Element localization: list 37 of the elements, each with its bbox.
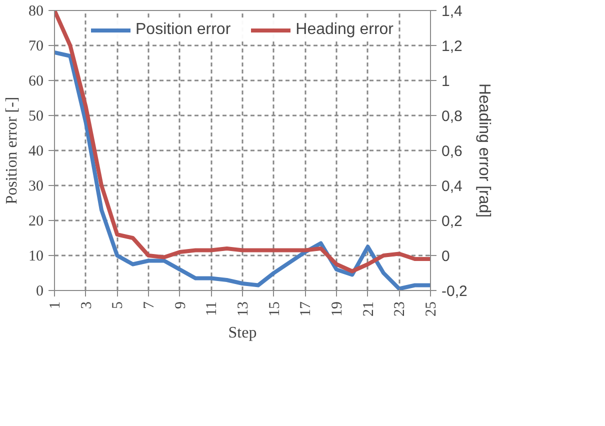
y-axis-title: Position error [-]	[4, 96, 20, 204]
y-tick-label: 60	[28, 74, 44, 90]
y2-tick-label: 0,4	[442, 178, 462, 195]
legend-label: Position error	[136, 21, 231, 39]
y2-tick-label: 1,4	[442, 3, 462, 20]
x-tick-label: 21	[360, 302, 377, 316]
x-tick-label: 17	[298, 301, 314, 316]
y2-axis-title: Heading error [rad]	[475, 83, 492, 218]
y2-tick-label: 0,6	[442, 143, 462, 160]
y-tick-label: 0	[36, 284, 44, 300]
y-tick-label: 10	[28, 248, 44, 264]
x-tick-label: 3	[78, 302, 95, 309]
y2-tick-label: 0,8	[442, 108, 462, 125]
y-tick-label: 40	[28, 144, 44, 160]
y-tick-label: 70	[28, 38, 44, 54]
x-tick-label: 19	[330, 302, 346, 316]
y-tick-label: 30	[28, 178, 44, 194]
x-tick-label: 5	[110, 302, 126, 309]
y2-tick-label: -0,2	[442, 283, 468, 300]
x-tick-label: 23	[392, 302, 408, 316]
y2-tick-label: 1,2	[442, 38, 462, 55]
y-tick-label: 20	[28, 214, 44, 230]
legend-label: Heading error	[296, 21, 394, 39]
y-tick-label: 80	[28, 4, 44, 20]
y2-tick-label: 0	[442, 248, 450, 265]
x-tick-label: 13	[236, 302, 252, 316]
y2-tick-label: 0,2	[442, 213, 462, 230]
x-tick-label: 9	[172, 302, 189, 309]
x-tick-label: 11	[204, 301, 220, 316]
x-tick-label: 25	[424, 302, 440, 316]
x-tick-label: 1	[48, 302, 64, 309]
line-series	[54, 10, 430, 274]
x-axis-title: Step	[228, 324, 257, 342]
x-tick-label: 15	[266, 302, 283, 316]
x-tick-label: 7	[142, 301, 158, 309]
y-tick-label: 50	[28, 108, 44, 124]
y2-tick-label: 1	[442, 73, 450, 90]
